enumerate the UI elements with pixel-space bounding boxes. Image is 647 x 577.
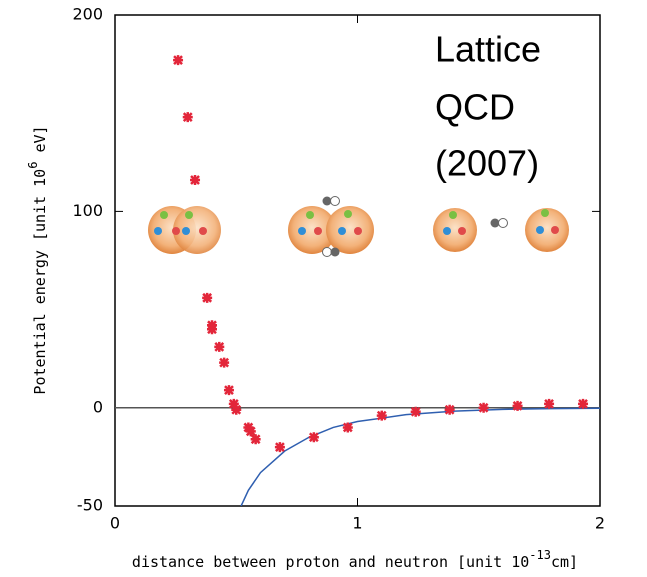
y-tick-label: 0: [93, 397, 103, 416]
data-point: [578, 398, 589, 409]
data-point: [223, 385, 234, 396]
y-axis-label: Potential energy [unit 106 eV]: [26, 125, 49, 394]
data-point: [444, 404, 455, 415]
data-point: [410, 406, 421, 417]
data-point: [231, 404, 242, 415]
data-point: [219, 357, 230, 368]
data-point: [478, 402, 489, 413]
data-point: [214, 341, 225, 352]
data-point: [512, 400, 523, 411]
nucleon-illustrations: [148, 196, 569, 257]
x-tick-label: 0: [110, 514, 120, 533]
data-point: [274, 442, 285, 453]
data-point: [544, 398, 555, 409]
data-point: [182, 112, 193, 123]
data-point: [207, 324, 217, 335]
plot-area: [173, 55, 600, 506]
fit-curve: [240, 407, 600, 506]
y-tick-label: 200: [72, 5, 103, 24]
y-tick-label: 100: [72, 201, 103, 220]
annotation: QCD: [435, 87, 515, 128]
data-point: [342, 422, 353, 433]
annotation: Lattice: [435, 29, 541, 70]
data-point: [308, 432, 319, 443]
y-tick-label: -50: [77, 496, 103, 515]
x-tick-label: 1: [352, 514, 362, 533]
plot-frame: [114, 14, 601, 507]
annotation: (2007): [435, 143, 539, 184]
data-point: [202, 292, 213, 303]
data-point: [250, 434, 261, 445]
x-axis-label: distance between proton and neutron [uni…: [132, 548, 578, 571]
data-point: [245, 426, 256, 437]
data-point: [376, 410, 387, 421]
data-point: [173, 55, 184, 66]
data-point: [190, 174, 201, 185]
x-tick-label: 2: [595, 514, 605, 533]
